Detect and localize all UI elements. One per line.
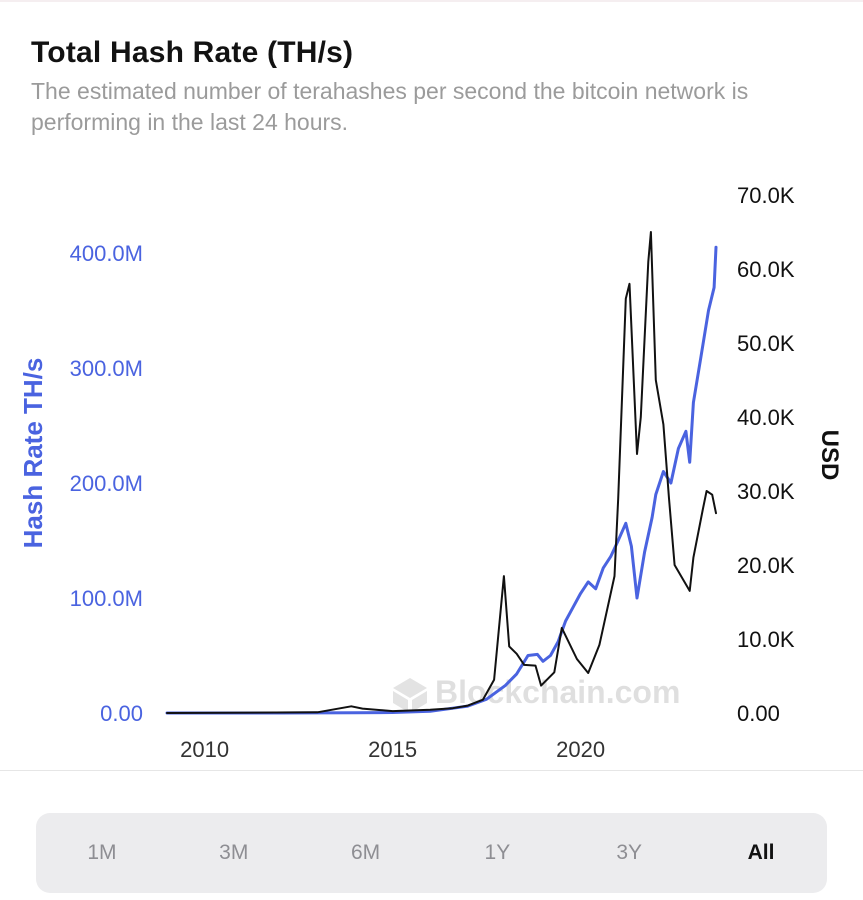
y-axis-right-title-group: USD — [816, 430, 843, 481]
series-layer — [165, 231, 718, 715]
range-option-3m[interactable]: 3M — [219, 841, 249, 864]
y-right-tick-label: 50.0K — [737, 331, 795, 356]
y-right-tick-label: 20.0K — [737, 553, 795, 578]
y-axis-right-ticks: 0.00 10.0K 20.0K 30.0K 40.0K 50.0K 60.0K 70.0K — [737, 183, 795, 726]
range-option-3y[interactable]: 3Y — [616, 841, 643, 864]
x-tick-label: 2010 — [180, 737, 229, 762]
y-right-tick-label: 40.0K — [737, 405, 795, 430]
hash-rate-series-line — [165, 245, 718, 715]
y-axis-right-title: USD — [816, 430, 843, 481]
range-option-all[interactable]: All — [747, 841, 775, 864]
y-left-tick-label: 300.0M — [70, 356, 143, 381]
y-axis-left-ticks: 0.00 100.0M 200.0M 300.0M 400.0M — [70, 241, 143, 726]
page-title: Total Hash Rate (TH/s) — [31, 36, 354, 69]
top-edge-strip — [0, 0, 863, 2]
divider — [0, 770, 863, 771]
x-tick-label: 2020 — [556, 737, 605, 762]
page-subtitle: The estimated number of terahashes per s… — [31, 78, 749, 135]
y-right-tick-label: 30.0K — [737, 479, 795, 504]
watermark: Blockchain.com — [393, 674, 680, 712]
time-range-selector: 1M 3M 6M 1Y 3Y All — [36, 813, 827, 893]
range-option-1m[interactable]: 1M — [87, 841, 117, 864]
y-left-tick-label: 0.00 — [100, 701, 143, 726]
y-axis-left-title: Hash Rate TH/s — [18, 358, 48, 549]
y-right-tick-label: 60.0K — [737, 257, 795, 282]
x-tick-label: 2015 — [368, 737, 417, 762]
blockchain-logo-icon — [393, 678, 427, 712]
range-option-6m[interactable]: 6M — [350, 841, 381, 864]
y-right-tick-label: 70.0K — [737, 183, 795, 208]
y-left-tick-label: 100.0M — [70, 586, 143, 611]
y-left-tick-label: 200.0M — [70, 471, 143, 496]
y-right-tick-label: 10.0K — [737, 627, 795, 652]
y-axis-left-title-group: Hash Rate TH/s — [18, 358, 48, 549]
x-axis-ticks: 2010 2015 2020 — [180, 737, 605, 762]
y-right-tick-label: 0.00 — [737, 701, 780, 726]
range-option-1y[interactable]: 1Y — [484, 841, 511, 864]
y-left-tick-label: 400.0M — [70, 241, 143, 266]
usd-price-series-line — [166, 231, 717, 714]
hash-rate-chart: Blockchain.com Hash Rate TH/s USD 0.00 10… — [18, 183, 843, 762]
